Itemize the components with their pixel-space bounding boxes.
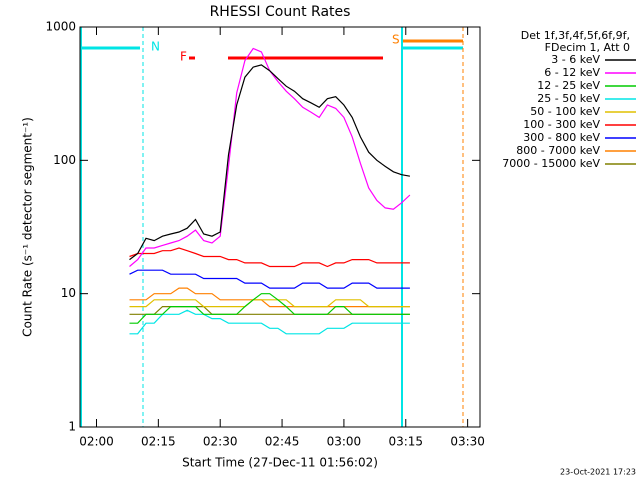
series-line (129, 247, 410, 268)
x-tick-label: 02:30 (203, 435, 238, 449)
x-tick-label: 03:30 (450, 435, 485, 449)
legend-label: 12 - 25 keV (537, 79, 600, 92)
x-tick-label: 03:15 (388, 435, 423, 449)
annotation: S (392, 33, 400, 47)
legend-label: 6 - 12 keV (544, 66, 600, 79)
footer: 23-Oct-2021 17:23 (560, 468, 636, 477)
chart-title: RHESSI Count Rates (210, 4, 351, 20)
annotation: N (151, 40, 160, 54)
legend-title: FDecim 1, Att 0 (545, 41, 630, 54)
legend-title: Det 1f,3f,4f,5f,6f,9f, (521, 29, 630, 42)
legend-label: 7000 - 15000 keV (502, 157, 600, 170)
legend-label: 800 - 7000 keV (516, 144, 600, 157)
series-line (129, 64, 411, 261)
series-line (129, 269, 410, 289)
series-line (129, 306, 410, 315)
y-tick-label: 1 (68, 420, 76, 434)
series-line (129, 299, 410, 308)
series-line (129, 309, 410, 335)
x-tick-label: 02:00 (79, 435, 114, 449)
legend-label: 50 - 100 keV (530, 105, 600, 118)
legend-label: 100 - 300 keV (523, 118, 600, 131)
series-line (129, 287, 410, 308)
x-axis-label: Start Time (27-Dec-11 01:56:02) (182, 456, 378, 470)
legend-label: 300 - 800 keV (523, 131, 600, 144)
y-tick-label: 100 (53, 153, 76, 167)
x-tick-label: 02:15 (141, 435, 176, 449)
plot-frame (79, 26, 481, 428)
x-tick-label: 03:00 (327, 435, 362, 449)
y-tick-label: 1000 (45, 20, 76, 34)
legend-label: 3 - 6 keV (551, 53, 600, 66)
annotation: F (180, 50, 187, 64)
series-line (129, 293, 410, 324)
legend-label: 25 - 50 keV (537, 92, 600, 105)
y-tick-label: 10 (61, 286, 76, 300)
y-axis-label: Count Rate (s⁻¹ detector segment⁻¹) (21, 117, 35, 337)
x-tick-label: 02:45 (265, 435, 300, 449)
